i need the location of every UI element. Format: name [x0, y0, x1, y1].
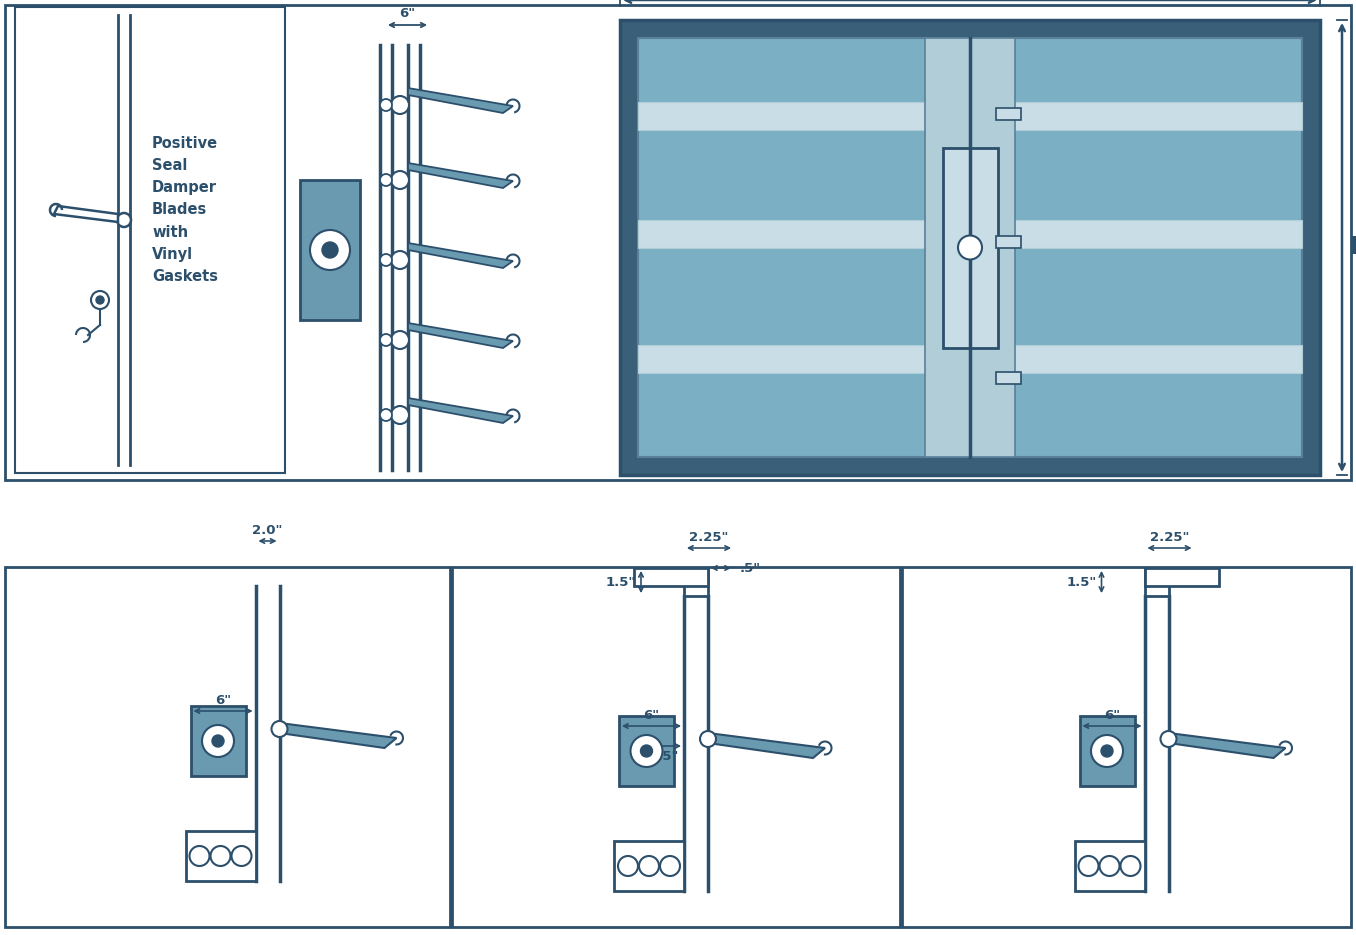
Circle shape — [391, 406, 410, 424]
Bar — [995, 108, 1021, 120]
Bar — [925, 38, 1016, 457]
Bar — [639, 102, 1302, 130]
Text: 6": 6" — [644, 709, 659, 722]
Polygon shape — [54, 206, 118, 222]
Circle shape — [91, 291, 108, 309]
Text: 2.25": 2.25" — [689, 531, 728, 544]
Circle shape — [391, 96, 410, 114]
Text: Positive
Seal
Damper
Blades
with
Vinyl
Gaskets: Positive Seal Damper Blades with Vinyl G… — [152, 136, 218, 284]
Text: 6": 6" — [1104, 709, 1120, 722]
Circle shape — [660, 856, 679, 876]
Circle shape — [96, 296, 104, 304]
Bar — [995, 236, 1021, 248]
Text: 6": 6" — [216, 694, 231, 707]
Circle shape — [1161, 731, 1177, 747]
Circle shape — [391, 251, 410, 269]
Bar — [620, 20, 1319, 475]
Circle shape — [391, 331, 410, 349]
Circle shape — [202, 725, 235, 757]
Bar — [635, 568, 708, 586]
Bar — [452, 567, 900, 927]
Bar — [186, 831, 255, 881]
Text: .5": .5" — [740, 562, 761, 574]
Bar — [902, 567, 1351, 927]
Text: 2.25": 2.25" — [639, 750, 679, 763]
Circle shape — [212, 735, 224, 747]
Circle shape — [232, 846, 251, 866]
Bar — [995, 372, 1021, 384]
Circle shape — [700, 731, 716, 747]
Bar — [1079, 716, 1135, 786]
Circle shape — [640, 745, 652, 757]
Circle shape — [618, 856, 639, 876]
Text: 1.5": 1.5" — [1066, 576, 1097, 588]
Circle shape — [1078, 856, 1098, 876]
Bar — [639, 220, 1302, 248]
Bar — [614, 841, 683, 891]
Text: H: H — [1351, 236, 1356, 260]
Bar — [1144, 568, 1169, 596]
Bar — [5, 567, 450, 927]
Text: 1.5": 1.5" — [606, 576, 636, 588]
Circle shape — [321, 242, 338, 258]
Bar — [5, 5, 1351, 480]
Polygon shape — [408, 243, 513, 268]
Bar — [639, 38, 1302, 457]
Polygon shape — [408, 398, 513, 423]
Circle shape — [380, 99, 392, 111]
Polygon shape — [408, 88, 513, 113]
Polygon shape — [408, 323, 513, 348]
Text: 6": 6" — [400, 7, 415, 20]
Circle shape — [957, 236, 982, 260]
Bar — [1144, 568, 1219, 586]
Circle shape — [380, 409, 392, 421]
Circle shape — [380, 334, 392, 346]
Circle shape — [380, 174, 392, 186]
Bar — [300, 180, 359, 320]
Bar — [618, 716, 674, 786]
Bar — [639, 345, 1302, 373]
Text: 2.25": 2.25" — [1150, 531, 1189, 544]
Polygon shape — [708, 733, 824, 758]
Circle shape — [391, 171, 410, 189]
Circle shape — [639, 856, 659, 876]
Bar — [190, 706, 245, 776]
Polygon shape — [1169, 733, 1285, 758]
Circle shape — [1101, 745, 1113, 757]
Circle shape — [271, 721, 287, 737]
Bar — [942, 148, 998, 348]
Polygon shape — [279, 723, 396, 748]
Bar — [1074, 841, 1144, 891]
Circle shape — [1092, 735, 1123, 767]
Text: 2.0": 2.0" — [252, 524, 282, 537]
Circle shape — [117, 213, 132, 227]
Circle shape — [210, 846, 231, 866]
Bar — [15, 7, 285, 473]
Circle shape — [311, 230, 350, 270]
Circle shape — [190, 846, 209, 866]
Circle shape — [1100, 856, 1120, 876]
Polygon shape — [408, 163, 513, 188]
Circle shape — [380, 254, 392, 266]
Bar — [683, 568, 708, 596]
Circle shape — [631, 735, 663, 767]
Circle shape — [1120, 856, 1140, 876]
